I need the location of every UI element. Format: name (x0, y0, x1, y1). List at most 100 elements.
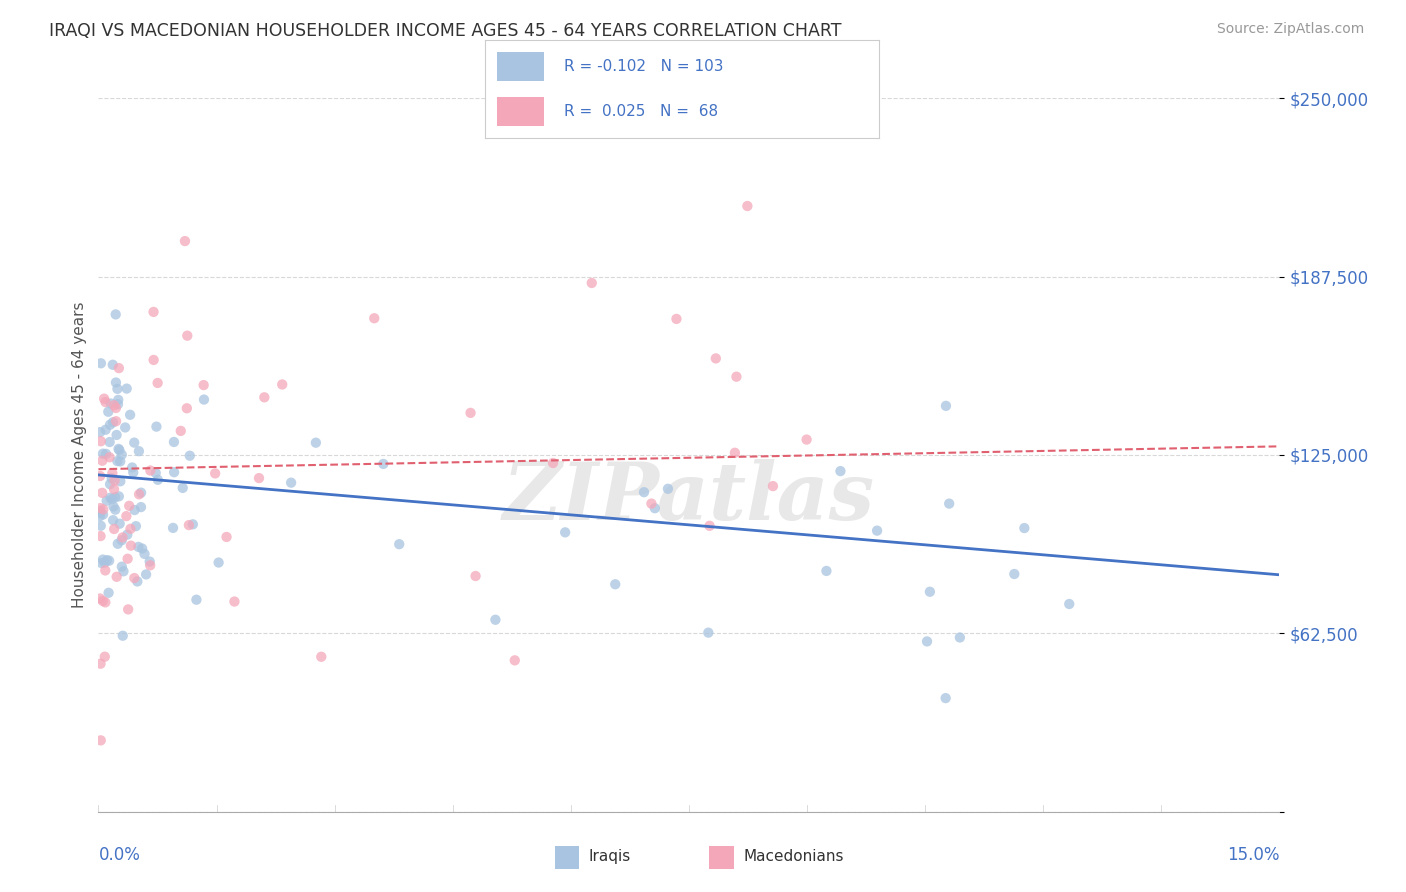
Point (373, 457, 395, 471)
Point (204, 467, 226, 481)
Point (640, 497, 662, 511)
Point (89, 509, 111, 524)
Point (107, 397, 129, 411)
Point (186, 592, 208, 607)
Point (96, 493, 118, 508)
Point (104, 474, 127, 488)
Point (247, 471, 270, 485)
Point (139, 464, 162, 478)
Point (128, 444, 150, 458)
Point (145, 466, 167, 480)
Point (101, 513, 124, 527)
Point (125, 519, 148, 533)
Point (1014, 521, 1036, 535)
Point (938, 497, 960, 511)
Point (111, 559, 134, 574)
Point (464, 569, 486, 583)
Point (94, 447, 117, 461)
Point (98, 491, 121, 505)
Point (103, 522, 125, 536)
Point (128, 487, 150, 501)
Point (363, 311, 385, 326)
Point (90, 733, 112, 747)
Point (105, 428, 128, 442)
Point (107, 442, 129, 456)
Point (207, 556, 229, 570)
FancyBboxPatch shape (554, 846, 579, 869)
Text: Macedonians: Macedonians (744, 849, 844, 863)
Point (644, 501, 666, 516)
Point (117, 602, 139, 616)
Point (108, 489, 131, 503)
Point (120, 522, 142, 536)
Point (127, 540, 149, 554)
Text: R =  0.025   N =  68: R = 0.025 N = 68 (564, 104, 718, 120)
Point (224, 594, 246, 608)
Point (105, 570, 128, 584)
Point (91, 486, 114, 500)
Point (91, 508, 114, 522)
Point (131, 541, 153, 556)
Point (949, 631, 972, 645)
Point (305, 435, 328, 450)
Point (98, 450, 121, 465)
Point (114, 420, 136, 434)
Point (103, 482, 125, 496)
Point (103, 398, 125, 412)
Point (193, 392, 215, 407)
Point (193, 378, 215, 392)
Point (142, 305, 165, 319)
Point (135, 567, 157, 582)
Point (138, 555, 160, 569)
Point (581, 276, 603, 290)
Point (111, 531, 134, 545)
Point (115, 382, 138, 396)
Point (146, 473, 169, 487)
Point (101, 467, 124, 481)
Point (162, 521, 184, 535)
Point (120, 408, 142, 422)
Point (90, 356, 112, 370)
Point (796, 433, 818, 447)
Point (541, 456, 564, 470)
Point (176, 401, 198, 416)
Point (935, 399, 957, 413)
Point (91, 594, 114, 608)
Point (179, 449, 201, 463)
Point (163, 465, 186, 479)
Point (93, 392, 115, 406)
Point (111, 629, 134, 643)
Point (935, 691, 957, 706)
FancyBboxPatch shape (709, 846, 734, 869)
Point (89, 504, 111, 518)
FancyBboxPatch shape (496, 97, 544, 127)
Point (93, 556, 115, 570)
Point (90, 434, 112, 449)
Point (699, 518, 721, 533)
Point (104, 401, 127, 415)
Point (460, 406, 482, 420)
Point (176, 328, 198, 343)
Point (101, 358, 124, 372)
Point (215, 530, 238, 544)
Text: 15.0%: 15.0% (1227, 847, 1279, 864)
Point (503, 653, 526, 667)
Point (100, 396, 122, 410)
Point (111, 448, 134, 462)
Point (89, 591, 111, 606)
Point (697, 625, 720, 640)
Point (633, 485, 655, 500)
Point (725, 369, 748, 384)
Point (129, 500, 152, 514)
Point (104, 376, 127, 390)
Point (388, 537, 411, 551)
Text: IRAQI VS MACEDONIAN HOUSEHOLDER INCOME AGES 45 - 64 YEARS CORRELATION CHART: IRAQI VS MACEDONIAN HOUSEHOLDER INCOME A… (49, 22, 842, 40)
Point (174, 234, 197, 248)
Point (90, 518, 112, 533)
Point (97, 405, 120, 419)
Point (724, 446, 747, 460)
Text: ZIPatlas: ZIPatlas (503, 459, 875, 536)
Point (830, 464, 852, 478)
Point (89, 425, 111, 439)
Point (97, 586, 120, 600)
